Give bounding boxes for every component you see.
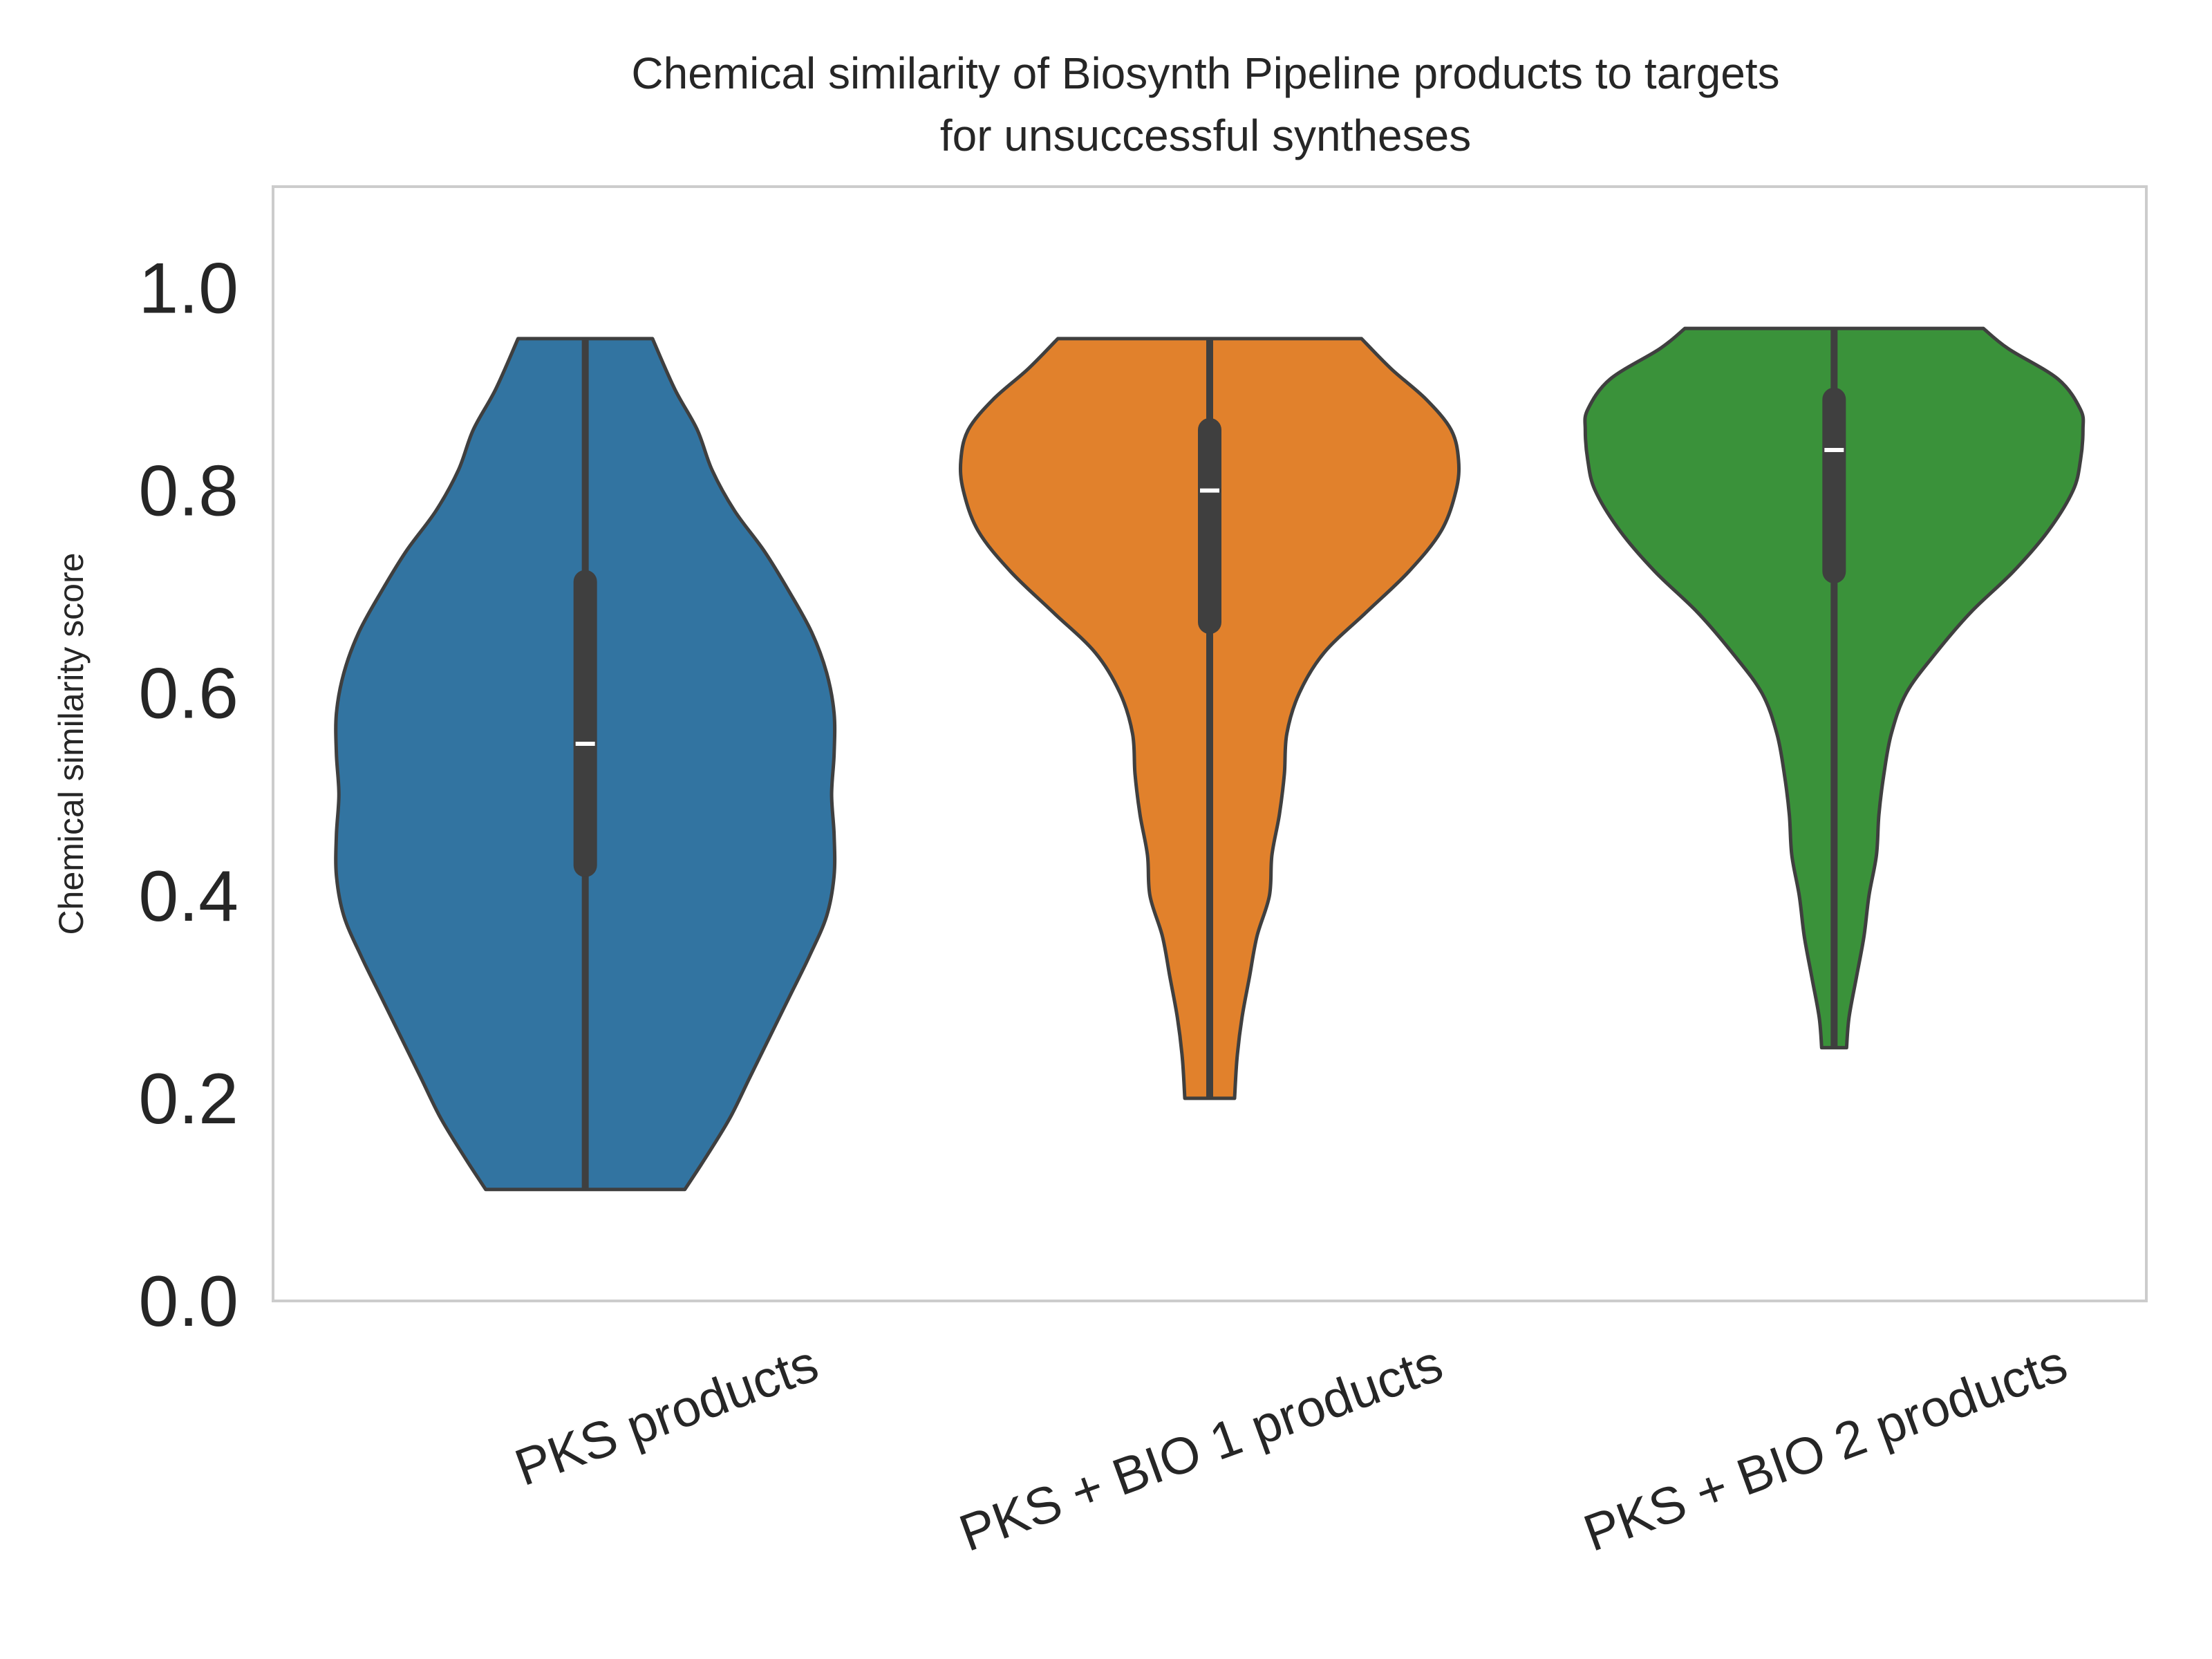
y-tick-label: 0.6 xyxy=(138,654,238,734)
y-tick-label: 0.0 xyxy=(138,1262,238,1342)
x-tick-label: PKS products xyxy=(507,1333,825,1497)
x-tick-label: PKS + BIO 2 products xyxy=(1576,1333,2074,1562)
y-tick-label: 1.0 xyxy=(138,249,238,329)
chart-title-line-1: Chemical similarity of Biosynth Pipeline… xyxy=(631,48,1779,98)
x-axis-ticks: PKS products PKS + BIO 1 products PKS + BI… xyxy=(507,1333,2074,1562)
y-tick-label: 0.4 xyxy=(138,856,238,937)
x-tick-label: PKS + BIO 1 products xyxy=(952,1333,1450,1562)
y-axis-label: Chemical similarity score xyxy=(52,553,91,935)
plot-frame xyxy=(272,185,2148,1302)
y-tick-label: 0.8 xyxy=(138,451,238,532)
chart-title-line-2: for unsuccessful syntheses xyxy=(940,111,1471,160)
violins-group xyxy=(334,326,2086,1192)
y-tick-label: 0.2 xyxy=(138,1059,238,1139)
y-axis-ticks: 0.0 0.2 0.4 0.6 0.8 1.0 xyxy=(138,249,238,1342)
